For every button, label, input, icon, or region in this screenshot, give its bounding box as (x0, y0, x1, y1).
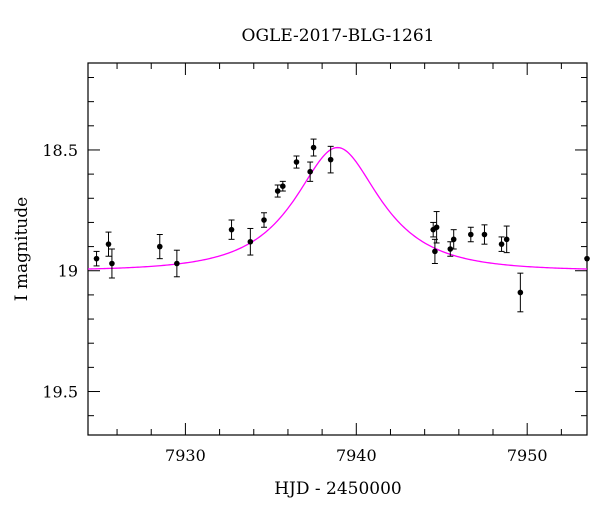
data-point (109, 260, 115, 267)
data-point (174, 260, 180, 267)
data-point (503, 236, 510, 243)
data-point (432, 248, 438, 255)
data-point (447, 246, 454, 252)
data-point (327, 156, 334, 163)
data-point (481, 231, 488, 238)
data-point (293, 159, 300, 165)
data-point (247, 238, 254, 245)
axis-ticks (88, 63, 587, 435)
data-point (433, 224, 440, 231)
x-tick-label: 7950 (507, 446, 548, 465)
data-point (450, 236, 457, 243)
x-axis-label: HJD - 2450000 (274, 479, 402, 499)
chart-title: OGLE-2017-BLG-1261 (242, 26, 435, 46)
data-point (498, 241, 505, 247)
data-point (261, 217, 267, 223)
data-point (93, 255, 100, 262)
y-axis-label: I magnitude (12, 197, 32, 301)
data-point (228, 226, 235, 233)
data-point (156, 243, 163, 250)
data-point (584, 255, 590, 262)
data-point (467, 231, 474, 238)
data-point (280, 183, 286, 189)
plot-frame (87, 62, 588, 436)
data-point (310, 144, 317, 151)
data-point (517, 289, 524, 296)
y-tick-label: 19.5 (42, 383, 78, 402)
y-tick-label: 19 (58, 262, 78, 281)
x-tick-label: 7930 (165, 446, 206, 465)
x-tick-label: 7940 (336, 446, 377, 465)
data-point (274, 188, 281, 194)
axis-tick-labels: 7930 7940 7950 18.5 19 19.5 (42, 141, 547, 465)
data-points (93, 138, 590, 313)
data-point (105, 241, 112, 247)
model-curve (87, 146, 588, 270)
data-point (307, 168, 313, 175)
y-tick-label: 18.5 (42, 141, 78, 160)
